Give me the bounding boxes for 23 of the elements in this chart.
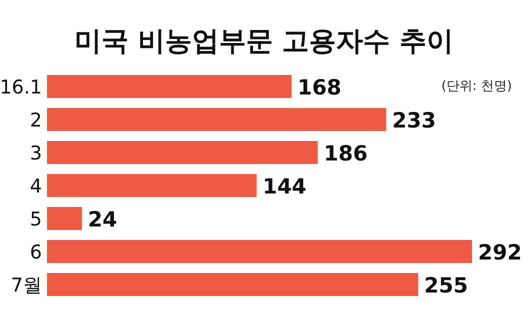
data-label: 233	[392, 108, 436, 132]
bar	[47, 240, 472, 263]
y-tick-label: 5	[30, 208, 42, 230]
bar	[47, 207, 82, 230]
bar	[47, 174, 257, 197]
data-label: 24	[88, 208, 118, 232]
annotation: (단위: 천명)	[441, 79, 512, 94]
data-label: 144	[262, 174, 306, 198]
y-tick-label: 16.1	[0, 76, 42, 98]
y-tick-label: 2	[30, 110, 42, 132]
bar	[47, 273, 418, 296]
bar	[47, 75, 292, 98]
y-tick-label: 7월	[10, 274, 42, 296]
y-tick-label: 4	[30, 176, 42, 198]
data-label: 168	[298, 76, 342, 100]
bar	[47, 108, 386, 131]
data-label: 186	[324, 142, 368, 166]
y-tick-label: 6	[30, 242, 42, 264]
data-label: 292	[478, 240, 522, 264]
y-tick-label: 3	[30, 142, 42, 164]
data-label: 255	[424, 274, 468, 298]
chart-title: 미국 비농업부문 고용자수 추이	[74, 26, 454, 57]
bar	[47, 141, 318, 164]
